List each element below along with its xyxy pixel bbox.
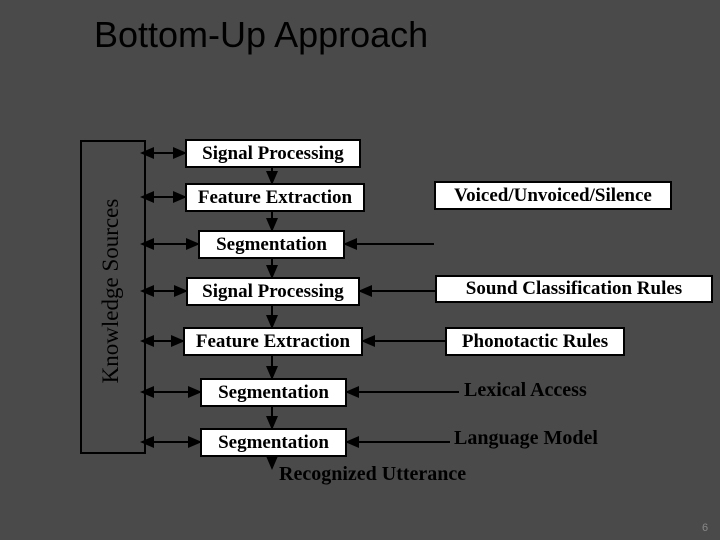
knowledge-sources-label: Knowledge Sources [98, 181, 124, 401]
label-f2: Language Model [454, 427, 598, 450]
node-n5: Feature Extraction [183, 327, 363, 356]
node-r1: Voiced/Unvoiced/Silence [434, 181, 672, 210]
node-n3: Segmentation [198, 230, 345, 259]
page-number: 6 [702, 522, 708, 534]
node-r2: Sound Classification Rules [435, 275, 713, 303]
node-n2: Feature Extraction [185, 183, 365, 212]
node-n6: Segmentation [200, 378, 347, 407]
title-text: Bottom-Up Approach [94, 14, 428, 55]
page-title: Bottom-Up Approach [94, 14, 428, 56]
node-n1: Signal Processing [185, 139, 361, 168]
label-f3: Recognized Utterance [279, 463, 466, 486]
node-n4: Signal Processing [186, 277, 360, 306]
node-n7: Segmentation [200, 428, 347, 457]
node-r3: Phonotactic Rules [445, 327, 625, 356]
label-f1: Lexical Access [464, 379, 587, 402]
